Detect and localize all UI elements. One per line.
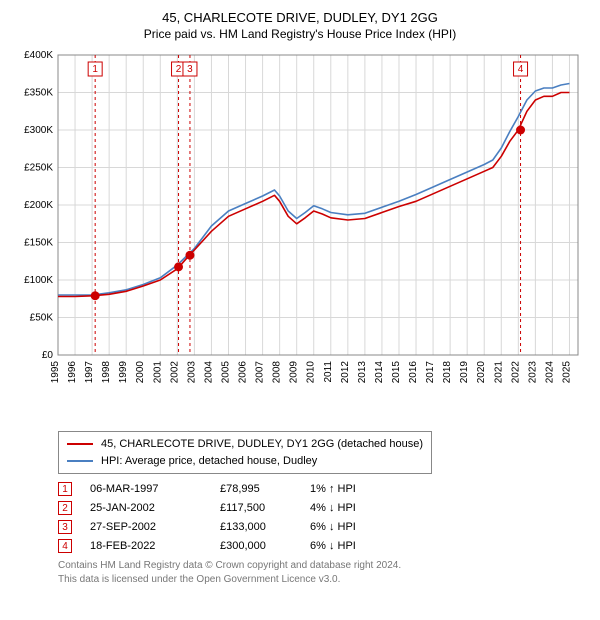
svg-text:2014: 2014 xyxy=(374,361,385,384)
svg-text:1998: 1998 xyxy=(101,361,112,384)
svg-text:1999: 1999 xyxy=(118,361,129,384)
svg-text:1: 1 xyxy=(92,64,98,75)
sale-price: £117,500 xyxy=(220,502,310,514)
svg-text:1996: 1996 xyxy=(67,361,78,384)
attribution: Contains HM Land Registry data © Crown c… xyxy=(58,559,588,587)
svg-text:2020: 2020 xyxy=(476,361,487,384)
price-chart: £0 £50K £100K £150K £200K £250K £300K £350K £400… xyxy=(12,45,588,425)
page-subtitle: Price paid vs. HM Land Registry's House … xyxy=(12,27,588,41)
sale-diff: 4% ↓ HPI xyxy=(310,502,400,514)
sale-diff: 6% ↓ HPI xyxy=(310,521,400,533)
sale-price: £300,000 xyxy=(220,540,310,552)
sale-date: 25-JAN-2002 xyxy=(90,502,220,514)
svg-text:2021: 2021 xyxy=(493,361,504,384)
svg-text:£100K: £100K xyxy=(24,275,53,286)
svg-text:2011: 2011 xyxy=(323,361,334,383)
svg-text:£300K: £300K xyxy=(24,125,53,136)
svg-text:2018: 2018 xyxy=(442,361,453,384)
svg-text:2025: 2025 xyxy=(561,361,572,384)
legend-label: HPI: Average price, detached house, Dudl… xyxy=(101,453,317,470)
attribution-line: Contains HM Land Registry data © Crown c… xyxy=(58,559,588,573)
sale-date: 27-SEP-2002 xyxy=(90,521,220,533)
svg-text:1995: 1995 xyxy=(50,361,61,384)
svg-text:£350K: £350K xyxy=(24,88,53,99)
sale-date: 06-MAR-1997 xyxy=(90,483,220,495)
legend-item: 45, CHARLECOTE DRIVE, DUDLEY, DY1 2GG (d… xyxy=(67,436,423,453)
svg-text:2006: 2006 xyxy=(238,361,249,384)
table-row: 3 27-SEP-2002 £133,000 6% ↓ HPI xyxy=(58,520,588,534)
legend-swatch xyxy=(67,443,93,445)
svg-text:2017: 2017 xyxy=(425,361,436,384)
svg-text:£250K: £250K xyxy=(24,163,53,174)
svg-text:2004: 2004 xyxy=(203,361,214,384)
svg-text:2008: 2008 xyxy=(272,361,283,384)
svg-text:2005: 2005 xyxy=(220,361,231,384)
table-row: 4 18-FEB-2022 £300,000 6% ↓ HPI xyxy=(58,539,588,553)
sale-marker-box: 1 xyxy=(58,482,72,496)
svg-text:2002: 2002 xyxy=(169,361,180,384)
svg-text:4: 4 xyxy=(518,64,524,75)
svg-text:2000: 2000 xyxy=(135,361,146,384)
svg-text:2: 2 xyxy=(176,64,182,75)
legend-swatch xyxy=(67,460,93,462)
svg-text:£150K: £150K xyxy=(24,238,53,249)
svg-text:£0: £0 xyxy=(42,350,54,361)
svg-text:2019: 2019 xyxy=(459,361,470,384)
svg-text:2022: 2022 xyxy=(510,361,521,384)
svg-text:2023: 2023 xyxy=(527,361,538,384)
sale-diff: 6% ↓ HPI xyxy=(310,540,400,552)
sale-date: 18-FEB-2022 xyxy=(90,540,220,552)
svg-text:2001: 2001 xyxy=(152,361,163,384)
sale-marker-box: 2 xyxy=(58,501,72,515)
legend: 45, CHARLECOTE DRIVE, DUDLEY, DY1 2GG (d… xyxy=(58,431,432,474)
sale-diff: 1% ↑ HPI xyxy=(310,483,400,495)
sale-marker-box: 4 xyxy=(58,539,72,553)
svg-text:£400K: £400K xyxy=(24,50,53,61)
svg-text:2010: 2010 xyxy=(306,361,317,384)
legend-item: HPI: Average price, detached house, Dudl… xyxy=(67,453,423,470)
svg-text:2012: 2012 xyxy=(340,361,351,384)
svg-text:£50K: £50K xyxy=(30,313,54,324)
legend-label: 45, CHARLECOTE DRIVE, DUDLEY, DY1 2GG (d… xyxy=(101,436,423,453)
svg-text:2007: 2007 xyxy=(255,361,266,384)
svg-text:1997: 1997 xyxy=(84,361,95,384)
attribution-line: This data is licensed under the Open Gov… xyxy=(58,573,588,587)
svg-text:3: 3 xyxy=(187,64,193,75)
table-row: 1 06-MAR-1997 £78,995 1% ↑ HPI xyxy=(58,482,588,496)
svg-text:2003: 2003 xyxy=(186,361,197,384)
svg-text:£200K: £200K xyxy=(24,200,53,211)
sale-price: £78,995 xyxy=(220,483,310,495)
svg-text:2016: 2016 xyxy=(408,361,419,384)
chart-area: £0 £50K £100K £150K £200K £250K £300K £350K £400… xyxy=(12,45,588,425)
svg-text:2024: 2024 xyxy=(544,361,555,384)
sale-price: £133,000 xyxy=(220,521,310,533)
svg-text:2013: 2013 xyxy=(357,361,368,384)
sale-marker-box: 3 xyxy=(58,520,72,534)
page-title: 45, CHARLECOTE DRIVE, DUDLEY, DY1 2GG xyxy=(12,10,588,25)
sales-table: 1 06-MAR-1997 £78,995 1% ↑ HPI 2 25-JAN-… xyxy=(58,482,588,553)
svg-text:2015: 2015 xyxy=(391,361,402,384)
table-row: 2 25-JAN-2002 £117,500 4% ↓ HPI xyxy=(58,501,588,515)
svg-text:2009: 2009 xyxy=(289,361,300,384)
